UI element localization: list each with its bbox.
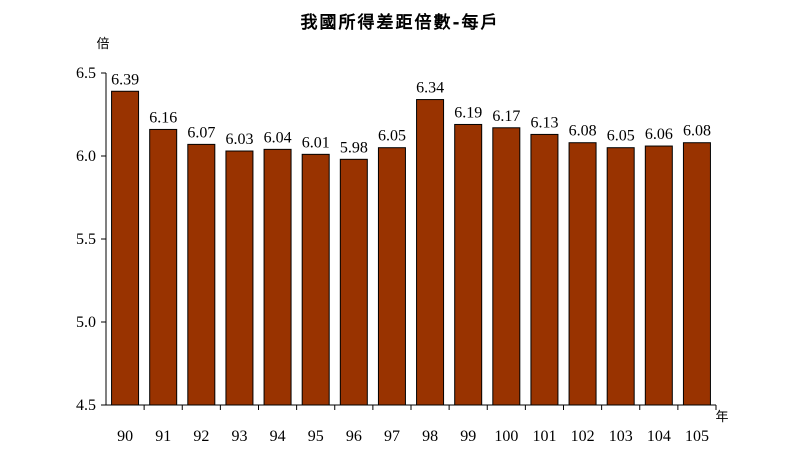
x-axis-unit-label: 年: [715, 410, 728, 425]
x-tick-label: 98: [422, 428, 438, 445]
bar: [568, 142, 597, 406]
bar: [644, 145, 673, 406]
bar: [492, 127, 521, 406]
data-label: 6.07: [187, 124, 215, 141]
y-axis-unit-label: 倍: [96, 37, 109, 52]
bar: [606, 147, 635, 406]
data-label: 6.13: [530, 114, 558, 131]
x-tick-label: 92: [193, 428, 209, 445]
x-tick-label: 97: [384, 428, 400, 445]
bar: [225, 150, 254, 406]
x-tick-label: 96: [346, 428, 362, 445]
x-tick-label: 100: [494, 428, 518, 445]
bar: [111, 90, 140, 406]
data-label: 6.19: [454, 104, 482, 121]
x-axis: 90 91 92 93 94 95 96 97 98 99 100 101 102 103 104 105: [117, 405, 717, 445]
bars-group: [111, 90, 711, 406]
y-axis: 4.5 5.0 5.5 6.0 6.5: [76, 65, 106, 414]
bar: [682, 142, 711, 406]
data-label: 6.34: [416, 80, 444, 97]
x-tick-label: 101: [532, 428, 556, 445]
x-tick-label: 105: [685, 428, 709, 445]
data-labels-group: 6.39 6.16 6.07 6.03 6.04 6.01 5.98 6.05 6.34 6.19…: [111, 71, 711, 156]
bar: [454, 123, 483, 406]
y-tick-label: 6.0: [76, 148, 96, 165]
x-tick-label: 91: [155, 428, 171, 445]
bar: [263, 148, 292, 406]
axis-lines: [105, 73, 716, 406]
x-tick-label: 90: [117, 428, 133, 445]
x-tick-label: 102: [571, 428, 595, 445]
data-label: 6.05: [378, 128, 406, 145]
bar: [187, 143, 216, 406]
x-tick-label: 94: [270, 428, 286, 445]
x-tick-label: 104: [647, 428, 671, 445]
y-tick-label: 5.5: [76, 231, 96, 248]
bar: [530, 133, 559, 406]
bar: [416, 99, 445, 406]
data-label: 6.39: [111, 71, 139, 88]
data-label: 5.98: [340, 139, 368, 156]
x-tick-label: 103: [609, 428, 633, 445]
data-label: 6.04: [264, 129, 292, 146]
data-label: 6.06: [645, 126, 673, 143]
x-tick-label: 95: [308, 428, 324, 445]
bar: [149, 128, 178, 406]
bar: [301, 153, 330, 406]
chart-title: 我國所得差距倍數-每戶: [300, 12, 499, 33]
data-label: 6.08: [569, 123, 597, 140]
y-tick-label: 4.5: [76, 397, 96, 414]
y-tick-label: 6.5: [76, 65, 96, 82]
data-label: 6.01: [302, 134, 330, 151]
y-tick-label: 5.0: [76, 314, 96, 331]
data-label: 6.05: [607, 128, 635, 145]
data-label: 6.16: [149, 109, 177, 126]
data-label: 6.03: [225, 131, 253, 148]
bar: [377, 147, 406, 406]
bar: [339, 158, 368, 406]
x-tick-label: 99: [460, 428, 476, 445]
data-label: 6.08: [683, 123, 711, 140]
data-label: 6.17: [492, 108, 520, 125]
x-tick-label: 93: [231, 428, 247, 445]
